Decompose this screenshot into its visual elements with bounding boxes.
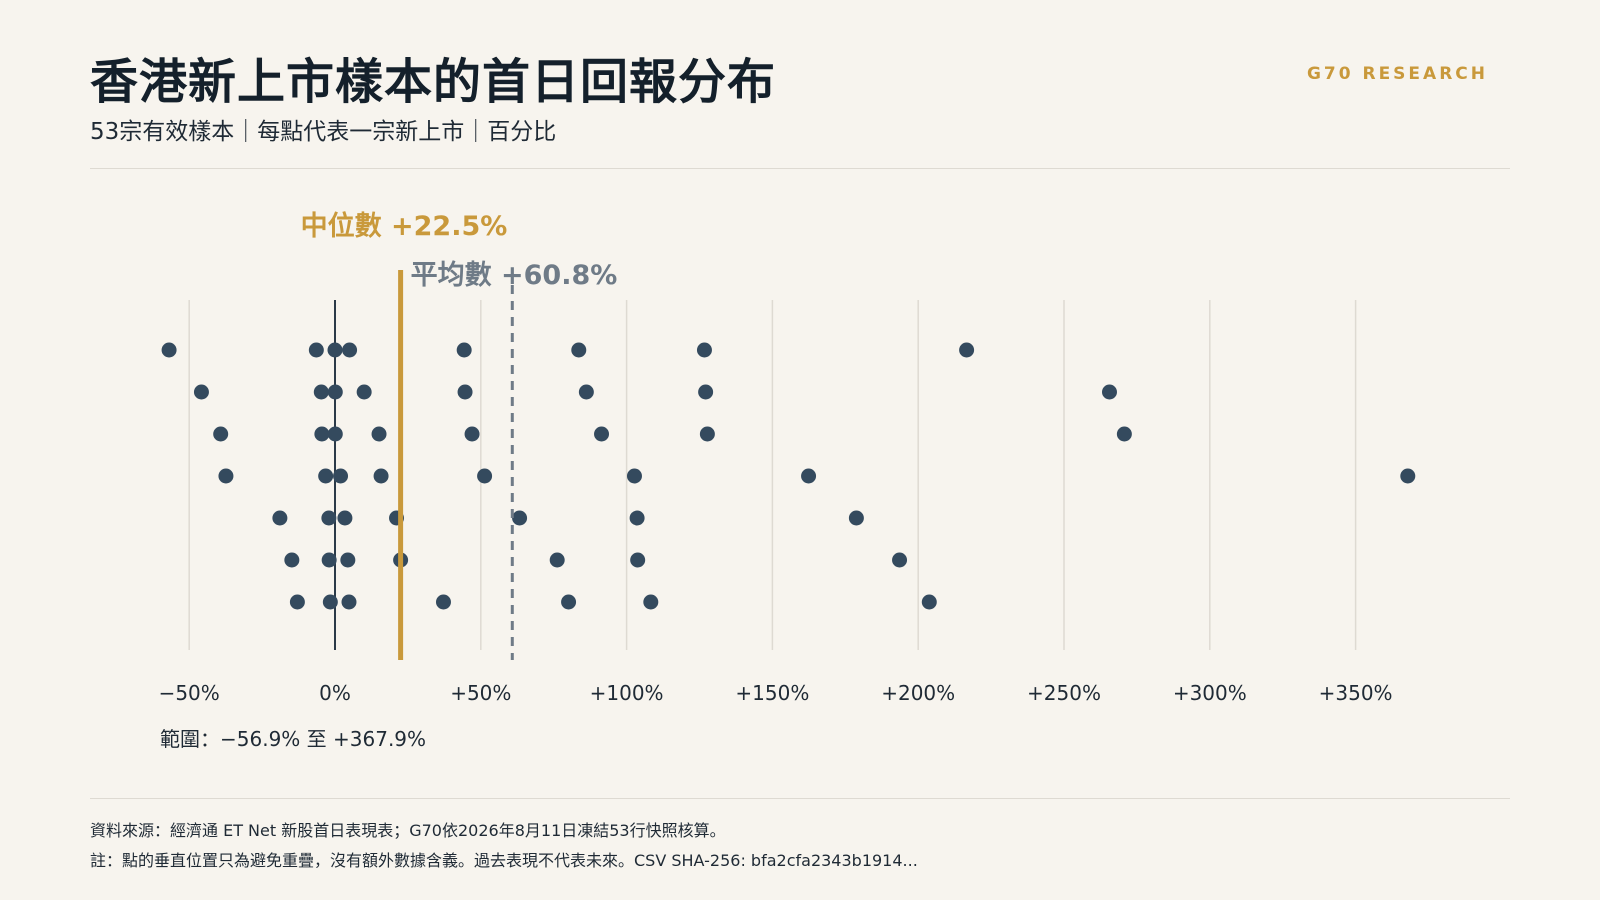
data-point	[921, 594, 937, 610]
data-points	[161, 342, 1416, 610]
data-point	[327, 426, 343, 442]
data-point	[272, 510, 288, 526]
data-point	[341, 594, 357, 610]
x-tick-label: −50%	[159, 681, 220, 705]
data-point	[959, 342, 975, 358]
data-point	[322, 594, 338, 610]
x-tick-labels: −50% 0% +50% +100% +150% +200% +250% +300% +350%	[159, 681, 1393, 705]
x-tick-label: 0%	[319, 681, 351, 705]
data-point	[626, 468, 642, 484]
data-point	[313, 384, 329, 400]
x-tick-label: +100%	[590, 681, 664, 705]
grid-lines	[188, 300, 1357, 650]
data-point	[284, 552, 300, 568]
data-point	[213, 426, 229, 442]
data-point	[373, 468, 389, 484]
strip-chart: 中位數 +22.5% 平均數 +60.8% −50% 0% +50% +100% +15…	[159, 210, 1416, 705]
data-point	[477, 468, 493, 484]
header-divider	[90, 168, 1510, 169]
data-point	[342, 342, 358, 358]
data-point	[333, 468, 349, 484]
data-point	[696, 342, 712, 358]
median-label: 中位數 +22.5%	[301, 210, 508, 242]
data-point	[801, 468, 817, 484]
data-point	[1116, 426, 1132, 442]
data-point	[327, 384, 343, 400]
data-point	[337, 510, 353, 526]
data-point	[630, 552, 646, 568]
data-point	[161, 342, 177, 358]
brand-label: G70 RESEARCH	[1306, 64, 1488, 84]
range-note: 範圍：−56.9% 至 +367.9%	[160, 727, 427, 751]
x-tick-label: +150%	[735, 681, 809, 705]
data-point	[435, 594, 451, 610]
data-point	[308, 342, 324, 358]
data-point	[356, 384, 372, 400]
data-point	[218, 468, 234, 484]
x-tick-label: +350%	[1319, 681, 1393, 705]
data-point	[698, 384, 714, 400]
data-point	[457, 384, 473, 400]
data-point	[512, 510, 528, 526]
data-point	[1101, 384, 1117, 400]
data-point	[314, 426, 330, 442]
data-point	[371, 426, 387, 442]
data-point	[578, 384, 594, 400]
data-point	[456, 342, 472, 358]
data-point	[571, 342, 587, 358]
x-tick-label: +300%	[1173, 681, 1247, 705]
footer-divider	[90, 798, 1510, 799]
page-title: 香港新上市樣本的首日回報分布	[90, 54, 777, 110]
data-point	[289, 594, 305, 610]
data-point	[318, 468, 334, 484]
data-point	[1400, 468, 1416, 484]
data-point	[848, 510, 864, 526]
data-point	[643, 594, 659, 610]
data-point	[892, 552, 908, 568]
data-point	[327, 342, 343, 358]
data-point	[321, 510, 337, 526]
page-subtitle: 53宗有效樣本｜每點代表一宗新上市｜百分比	[90, 119, 557, 145]
data-point	[594, 426, 610, 442]
data-point	[561, 594, 577, 610]
x-tick-label: +250%	[1027, 681, 1101, 705]
mean-label: 平均數 +60.8%	[411, 260, 618, 291]
data-point	[464, 426, 480, 442]
data-point	[549, 552, 565, 568]
data-point	[193, 384, 209, 400]
data-point	[321, 552, 337, 568]
data-point	[699, 426, 715, 442]
source-note: 資料來源：經濟通 ET Net 新股首日表現表；G70依2026年8月11日凍結…	[90, 821, 726, 840]
data-point	[629, 510, 645, 526]
data-point	[340, 552, 356, 568]
x-tick-label: +200%	[881, 681, 955, 705]
x-tick-label: +50%	[450, 681, 511, 705]
footnote: 註：點的垂直位置只為避免重疊，沒有額外數據含義。過去表現不代表未來。CSV SH…	[90, 851, 918, 870]
